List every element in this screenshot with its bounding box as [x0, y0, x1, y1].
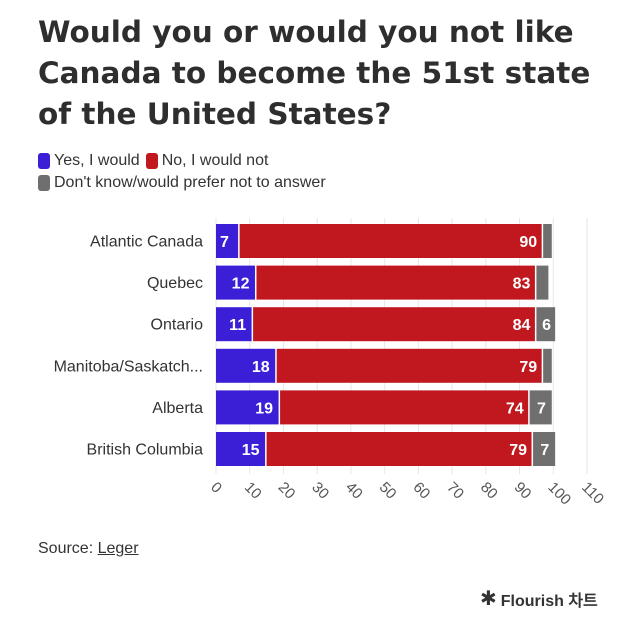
- bar-segment: [536, 265, 549, 300]
- legend-label-dont-know: Don't know/would prefer not to answer: [54, 174, 326, 191]
- bar-segment: [216, 348, 276, 383]
- chart-title: Would you or would you not like Canada t…: [38, 15, 591, 131]
- source-note: Source: Leger: [38, 540, 139, 558]
- x-tick-label: 10: [241, 479, 265, 503]
- bar-segment: [276, 348, 542, 383]
- bar-segment: [253, 307, 535, 342]
- legend: Yes, I would No, I would not Don't know/…: [38, 150, 598, 194]
- category-label: Atlantic Canada: [90, 234, 203, 251]
- bar-segment: [543, 224, 552, 258]
- flourish-branding[interactable]: ✱ Flourish 차트: [480, 586, 598, 611]
- x-tick-label: 90: [511, 479, 535, 503]
- data-label: 18: [252, 359, 270, 376]
- source-link[interactable]: Leger: [97, 540, 139, 557]
- flourish-logo-icon: ✱: [480, 588, 497, 610]
- data-label: 12: [232, 276, 250, 293]
- legend-label-no: No, I would not: [161, 152, 269, 169]
- x-tick-label: 100: [544, 479, 574, 509]
- bar-segment: [533, 432, 556, 466]
- bar-segment: [256, 265, 535, 300]
- source-prefix: Source:: [38, 540, 94, 557]
- data-label: 79: [519, 359, 537, 376]
- category-label: Alberta: [152, 400, 203, 417]
- data-label: 79: [509, 442, 527, 459]
- x-tick-label: 20: [275, 479, 299, 503]
- category-label: Quebec: [147, 275, 203, 292]
- bar-segment: [239, 224, 542, 258]
- legend-label-yes: Yes, I would: [54, 152, 140, 169]
- data-label: 15: [242, 442, 260, 459]
- data-label: 19: [255, 400, 273, 417]
- x-tick-label: 40: [342, 479, 366, 503]
- category-label: British Columbia: [87, 442, 204, 459]
- bar-segment: [216, 432, 266, 466]
- legend-swatch-no: [145, 153, 158, 169]
- x-tick-label: 60: [410, 479, 434, 503]
- data-label: 83: [513, 276, 531, 293]
- legend-item-dont-know[interactable]: Don't know/would prefer not to answer: [38, 172, 326, 194]
- bar-segment: [216, 224, 239, 258]
- category-label: Manitoba/Saskatch...: [54, 358, 203, 375]
- flourish-brand-text: Flourish 차트: [500, 592, 598, 610]
- x-tick-label: 80: [477, 479, 501, 503]
- data-label: 90: [519, 234, 537, 251]
- legend-swatch-yes: [38, 153, 50, 169]
- bar-segment: [266, 432, 532, 466]
- legend-swatch-dont-know: [38, 175, 50, 191]
- data-label: 6: [542, 317, 551, 334]
- legend-item-no[interactable]: No, I would not: [145, 150, 269, 172]
- legend-item-yes[interactable]: Yes, I would: [38, 150, 140, 172]
- category-label: Ontario: [151, 317, 204, 334]
- bar-segment: [536, 307, 556, 342]
- x-tick-label: 110: [578, 479, 607, 508]
- data-label: 74: [506, 400, 524, 417]
- bar-segment: [529, 390, 552, 425]
- data-label: 7: [540, 442, 549, 459]
- data-label: 7: [537, 400, 546, 417]
- bar-segment: [280, 390, 529, 425]
- data-label: 7: [220, 234, 229, 251]
- bar-segment: [543, 348, 552, 383]
- x-tick-label: 30: [308, 479, 332, 503]
- data-label: 11: [229, 317, 246, 334]
- bar-segment: [216, 390, 279, 425]
- data-label: 84: [513, 317, 531, 334]
- x-tick-label: 0: [207, 479, 225, 497]
- x-tick-label: 70: [443, 479, 467, 503]
- bar-segment: [216, 307, 252, 342]
- x-tick-label: 50: [376, 479, 400, 503]
- bar-segment: [216, 265, 255, 300]
